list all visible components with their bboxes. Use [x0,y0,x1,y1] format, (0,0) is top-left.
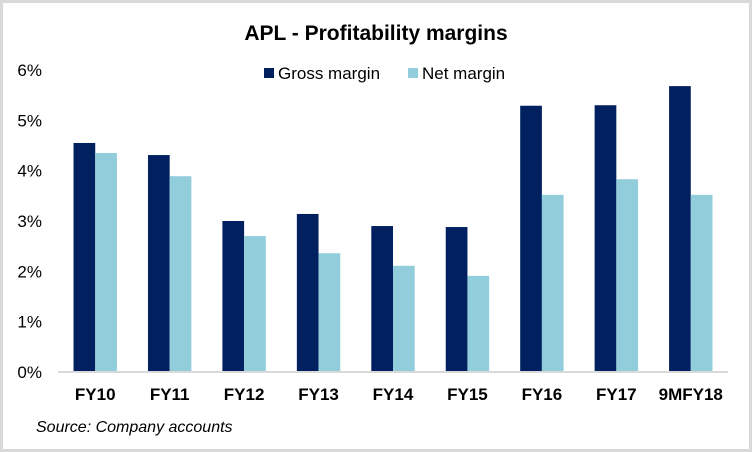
x-tick-label: FY10 [75,385,116,404]
x-tick-label: FY16 [522,385,563,404]
x-tick-label: FY17 [596,385,637,404]
legend-label: Net margin [422,64,505,83]
x-tick-label: FY15 [447,385,488,404]
y-tick-label: 6% [17,61,42,80]
x-tick-label: 9MFY18 [659,385,723,404]
legend-label: Gross margin [278,64,380,83]
bar-gross-margin-fy13 [296,213,319,372]
x-tick-label: FY14 [373,385,414,404]
bar-gross-margin-9mfy18 [669,86,691,373]
bar-net-margin-9mfy18 [690,194,713,372]
y-axis: 0% 1% 2% 3% 4% 5% 6% [17,61,42,382]
bar-gross-margin-fy10 [73,142,96,372]
y-tick-label: 3% [17,212,42,231]
bar-net-margin-fy11 [169,176,192,372]
bar-net-margin-fy17 [616,179,639,372]
legend-swatch-net-margin [408,68,418,78]
legend: Gross margin Net margin [264,64,505,83]
legend-swatch-gross-margin [264,68,274,78]
source-note: Source: Company accounts [36,419,233,436]
bar-net-margin-fy14 [393,265,415,372]
y-tick-label: 2% [17,262,42,281]
bar-net-margin-fy10 [95,153,117,372]
bar-gross-margin-fy16 [520,105,542,372]
bar-net-margin-fy15 [467,275,490,372]
x-tick-label: FY12 [224,385,265,404]
x-tick-label: FY13 [298,385,339,404]
y-tick-label: 1% [17,313,42,332]
chart-title: APL - Profitability margins [244,22,507,45]
y-tick-label: 0% [17,363,42,382]
bars [73,86,713,373]
y-tick-label: 5% [17,111,42,130]
bar-gross-margin-fy17 [594,105,617,372]
bar-net-margin-fy13 [318,253,341,372]
bar-net-margin-fy16 [541,194,564,372]
y-tick-label: 4% [17,162,42,181]
x-axis: FY10 FY11 FY12 FY13 FY14 FY15 FY16 FY17 9MFY18 [75,385,723,404]
bar-net-margin-fy12 [244,236,266,372]
bar-gross-margin-fy14 [371,226,393,372]
x-tick-label: FY11 [150,385,190,404]
bar-gross-margin-fy12 [222,221,245,372]
bar-gross-margin-fy11 [147,155,170,372]
bar-gross-margin-fy15 [445,227,468,372]
